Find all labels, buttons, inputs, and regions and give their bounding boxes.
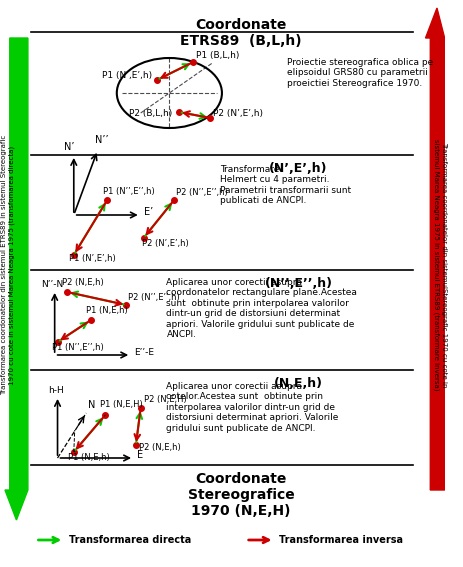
Text: Transformarea directa: Transformarea directa: [69, 535, 191, 545]
Text: P2 (N’,E’,h): P2 (N’,E’,h): [213, 109, 263, 118]
Text: Transformarea coordonatelor din sistemul ETRS89 in sistemul Stereografic
1970 cu: Transformarea coordonatelor din sistemul…: [1, 135, 15, 395]
Text: E’: E’: [144, 207, 153, 217]
Text: Proiectie stereografica oblica pe
elipsoidul GRS80 cu parametrii
proeictiei Ster: Proiectie stereografica oblica pe elipso…: [287, 58, 433, 88]
Text: P1 (B,L,h): P1 (B,L,h): [196, 51, 239, 60]
Text: P1 (N,E,H): P1 (N,E,H): [100, 400, 142, 409]
Text: N’’: N’’: [95, 135, 108, 145]
Text: E’’-E: E’’-E: [134, 348, 154, 357]
Text: P2 (B,L,h): P2 (B,L,h): [129, 109, 173, 118]
Text: P2 (N’’,E’’,h): P2 (N’’,E’’,h): [176, 188, 228, 197]
Text: P2 (N’’,E’’,h): P2 (N’’,E’’,h): [128, 293, 180, 302]
Polygon shape: [425, 8, 444, 490]
Text: P1 (N,E,h): P1 (N,E,h): [68, 453, 110, 462]
Polygon shape: [5, 38, 28, 520]
Text: N’: N’: [64, 142, 75, 152]
Text: Coordonate
Stereografice
1970 (N,E,H): Coordonate Stereografice 1970 (N,E,H): [188, 472, 294, 518]
Text: P2 (N,E,h): P2 (N,E,h): [139, 443, 181, 452]
Text: P1 (N,E,h): P1 (N,E,h): [86, 306, 128, 315]
Text: P2 (N’,E’,h): P2 (N’,E’,h): [142, 239, 188, 248]
Text: P2 (N,E,H): P2 (N,E,H): [144, 395, 186, 404]
Text: (N’,E’,h): (N’,E’,h): [269, 162, 328, 175]
Text: N’’-N: N’’-N: [41, 280, 63, 289]
Text: P2 (N,E,h): P2 (N,E,h): [63, 278, 104, 287]
Text: (N,E,h): (N,E,h): [274, 377, 323, 390]
Text: P1 (N’’,E’’,h): P1 (N’’,E’’,h): [52, 343, 104, 352]
Text: P1 (N’,E’,h): P1 (N’,E’,h): [101, 71, 151, 80]
Text: E: E: [137, 450, 143, 460]
Text: h-H: h-H: [48, 386, 64, 395]
Text: (N’’,E’’,h): (N’’,E’’,h): [264, 277, 332, 290]
Text: Transformarea inversa: Transformarea inversa: [279, 535, 403, 545]
Text: P1 (N’,E’,h): P1 (N’,E’,h): [69, 254, 116, 263]
Text: Aplicarea unor corectii asupra
coordonatelor rectangulare plane.Acestea
sunt  ob: Aplicarea unor corectii asupra coordonat…: [167, 278, 357, 339]
Text: Transformare
Helmert cu 4 parametri.
Parametrii transformarii sunt
publicati de : Transformare Helmert cu 4 parametri. Par…: [220, 165, 351, 205]
Text: Transformarea coordonatelor din sistemulStereografic 1970 cu cote in
sistemul Ma: Transformarea coordonatelor din sistemul…: [433, 139, 447, 391]
Text: N: N: [88, 400, 95, 410]
Text: Aplicarea unor corectii asupra
cotelor.Acestea sunt  obtinute prin
interpolarea : Aplicarea unor corectii asupra cotelor.A…: [167, 382, 339, 433]
Text: Coordonate
ETRS89  (B,L,h): Coordonate ETRS89 (B,L,h): [180, 18, 302, 48]
Text: P1 (N’’,E’’,h): P1 (N’’,E’’,h): [103, 187, 155, 196]
